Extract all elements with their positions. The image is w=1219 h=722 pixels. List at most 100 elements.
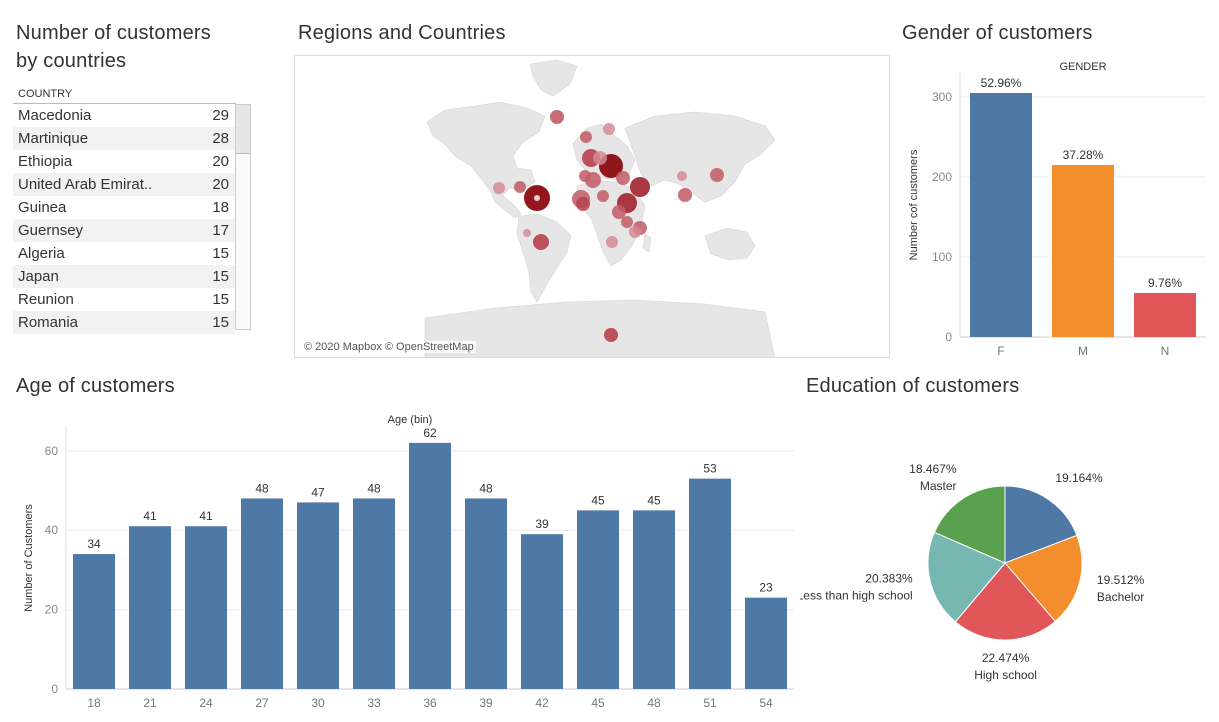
- bar: [577, 510, 619, 689]
- map-marker[interactable]: [597, 190, 609, 202]
- data-label: 34: [87, 537, 101, 551]
- map-marker[interactable]: [533, 234, 549, 250]
- slice-percent-label: 22.474%: [982, 651, 1030, 665]
- table-row[interactable]: Japan 15: [13, 265, 235, 288]
- map-marker[interactable]: [593, 151, 607, 165]
- country-list[interactable]: Macedonia 29 Martinique 28 Ethiopia 20 Unit…: [13, 104, 235, 334]
- map-marker[interactable]: [678, 188, 692, 202]
- chart-title: GENDER: [1059, 61, 1106, 73]
- map-attribution[interactable]: © 2020 Mapbox © OpenStreetMap: [302, 341, 476, 353]
- south-america-shape: [516, 213, 572, 303]
- table-row[interactable]: Reunion 15: [13, 288, 235, 311]
- map-marker[interactable]: [621, 216, 633, 228]
- data-label: 9.76%: [1148, 276, 1182, 290]
- x-tick-label: 51: [703, 696, 717, 710]
- country-scrollbar[interactable]: [235, 104, 251, 330]
- country-table[interactable]: COUNTRY Macedonia 29 Martinique 28 Ethiopi…: [13, 86, 251, 334]
- bar: [689, 478, 731, 689]
- map-canvas[interactable]: [295, 56, 890, 358]
- education-pie-chart: 19.164% 19.512% Bachelor 22.474% High school…: [800, 462, 1145, 682]
- data-label: 23: [759, 581, 773, 595]
- map-marker[interactable]: [514, 181, 526, 193]
- map-marker[interactable]: [523, 229, 531, 237]
- age-chart: Age (bin) Number of Customers 0 20 40 60 34 18 4…: [23, 414, 794, 710]
- bar: [185, 526, 227, 689]
- x-tick-label: 54: [759, 696, 773, 710]
- bar: [129, 526, 171, 689]
- slice-name-label: High school: [974, 668, 1037, 682]
- country-count: 15: [212, 314, 229, 331]
- map-marker[interactable]: [677, 171, 687, 181]
- table-row[interactable]: Ethiopia 20: [13, 150, 235, 173]
- scrollbar-thumb[interactable]: [236, 105, 250, 154]
- x-tick-label: 39: [479, 696, 493, 710]
- map-marker[interactable]: [710, 168, 724, 182]
- bar: [1134, 293, 1196, 337]
- slice-name-label: Master: [920, 479, 957, 493]
- data-label: 45: [647, 493, 661, 507]
- data-label: 53: [703, 462, 717, 476]
- map-marker[interactable]: [604, 328, 618, 342]
- y-axis-label: Number cof customers: [908, 149, 920, 260]
- map-marker[interactable]: [576, 197, 590, 211]
- countries-title-line1: Number of customers: [16, 22, 211, 44]
- country-count: 18: [212, 199, 229, 216]
- map-marker[interactable]: [612, 205, 626, 219]
- y-tick-label: 0: [945, 330, 952, 344]
- madagascar-shape: [642, 233, 652, 253]
- data-label: 62: [423, 426, 437, 440]
- map-marker[interactable]: [493, 182, 505, 194]
- map-marker[interactable]: [550, 110, 564, 124]
- country-count: 15: [212, 245, 229, 262]
- x-tick-label: 36: [423, 696, 437, 710]
- table-row[interactable]: United Arab Emirat.. 20: [13, 173, 235, 196]
- x-tick-label: 48: [647, 696, 661, 710]
- country-count: 29: [212, 107, 229, 124]
- country-name: Reunion: [18, 291, 74, 308]
- table-row[interactable]: Guernsey 17: [13, 219, 235, 242]
- map-markers[interactable]: [493, 110, 724, 342]
- map-marker[interactable]: [534, 195, 540, 201]
- data-label: 47: [311, 485, 325, 499]
- map-marker[interactable]: [603, 123, 615, 135]
- bar: [241, 498, 283, 689]
- map-marker[interactable]: [629, 226, 641, 238]
- map-marker[interactable]: [606, 236, 618, 248]
- y-tick-label: 200: [932, 170, 952, 184]
- x-tick-label: 45: [591, 696, 605, 710]
- antarctica-shape: [424, 299, 775, 357]
- education-title: Education of customers: [806, 375, 1020, 397]
- gender-chart: GENDER Number cof customers 0 100 200 300 52.9…: [908, 61, 1206, 358]
- table-row[interactable]: Romania 15: [13, 311, 235, 334]
- age-title: Age of customers: [16, 375, 175, 397]
- north-america-shape: [426, 101, 546, 199]
- country-count: 28: [212, 130, 229, 147]
- bar: [970, 93, 1032, 337]
- data-label: 48: [255, 481, 269, 495]
- map-marker[interactable]: [616, 171, 630, 185]
- map-title: Regions and Countries: [298, 22, 506, 44]
- pie-slice: [1004, 485, 1078, 564]
- map-marker[interactable]: [630, 177, 650, 197]
- bar: [1052, 165, 1114, 337]
- table-row[interactable]: Algeria 15: [13, 242, 235, 265]
- y-tick-label: 300: [932, 90, 952, 104]
- country-count: 15: [212, 291, 229, 308]
- map-marker[interactable]: [579, 170, 591, 182]
- table-row[interactable]: Macedonia 29: [13, 104, 235, 127]
- data-label: 41: [199, 509, 213, 523]
- table-row[interactable]: Martinique 28: [13, 127, 235, 150]
- data-label: 39: [535, 517, 549, 531]
- country-count: 20: [212, 153, 229, 170]
- countries-title: Number of customers by countries: [16, 19, 211, 75]
- data-label: 45: [591, 493, 605, 507]
- bar: [465, 498, 507, 689]
- map-marker[interactable]: [580, 131, 592, 143]
- world-map[interactable]: © 2020 Mapbox © OpenStreetMap: [294, 55, 890, 358]
- country-column-header[interactable]: COUNTRY: [13, 86, 236, 104]
- table-row[interactable]: Guinea 18: [13, 196, 235, 219]
- y-tick-label: 40: [45, 523, 59, 537]
- chart-title: Age (bin): [388, 414, 433, 426]
- australia-shape: [704, 227, 756, 261]
- x-tick-label: 30: [311, 696, 325, 710]
